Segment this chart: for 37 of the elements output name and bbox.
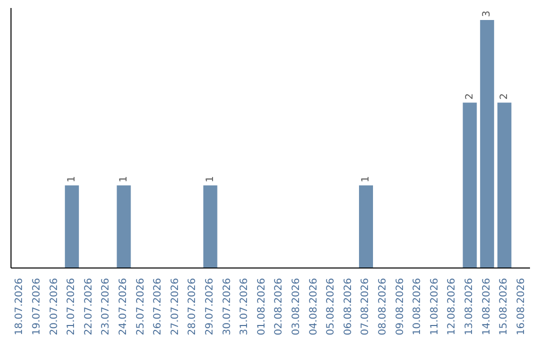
x-tick-label: 13.08.2026 <box>464 278 475 336</box>
x-tick-label: 30.07.2026 <box>222 278 233 336</box>
x-tick-label: 28.07.2026 <box>187 278 198 336</box>
x-tick-label: 15.08.2026 <box>498 278 510 336</box>
x-tick-label: 29.07.2026 <box>204 278 216 336</box>
x-tick-label: 04.08.2026 <box>308 278 320 336</box>
data-label: 1 <box>360 176 372 182</box>
x-tick-label: 05.08.2026 <box>326 278 337 336</box>
x-tick-label: 20.07.2026 <box>48 278 60 336</box>
x-tick-label: 07.08.2026 <box>360 278 372 336</box>
x-tick-label: 03.08.2026 <box>290 278 302 336</box>
x-tick-label: 16.08.2026 <box>516 278 527 336</box>
x-tick-label: 10.08.2026 <box>412 278 424 336</box>
data-label: 2 <box>464 93 476 100</box>
data-label: 1 <box>204 176 216 182</box>
x-tick-label: 09.08.2026 <box>394 278 406 336</box>
x-tick-label: 08.08.2026 <box>377 278 388 336</box>
x-tick-label: 01.08.2026 <box>256 278 268 336</box>
x-tick-label: 14.08.2026 <box>481 278 492 336</box>
x-tick-label: 12.08.2026 <box>446 278 458 336</box>
x-tick-label: 24.07.2026 <box>118 278 129 336</box>
x-tick-label: 06.08.2026 <box>342 278 354 336</box>
x-tick-label: 11.08.2026 <box>429 278 440 336</box>
x-tick-label: 27.07.2026 <box>170 278 181 336</box>
x-tick-label: 23.07.2026 <box>100 278 112 336</box>
x-tick-label: 18.07.2026 <box>14 278 26 336</box>
x-tick-label: 26.07.2026 <box>152 278 164 336</box>
x-tick-label: 19.07.2026 <box>31 278 42 336</box>
data-label: 3 <box>482 10 493 17</box>
x-tick-label: 25.07.2026 <box>135 278 146 336</box>
data-label: 1 <box>66 176 78 182</box>
x-tick-label: 21.07.2026 <box>66 278 78 336</box>
x-tick-label: 31.07.2026 <box>239 278 250 336</box>
data-label: 2 <box>498 93 510 100</box>
data-label: 1 <box>118 176 130 182</box>
x-tick-label: 02.08.2026 <box>274 278 285 336</box>
x-tick-label: 22.07.2026 <box>83 278 94 336</box>
